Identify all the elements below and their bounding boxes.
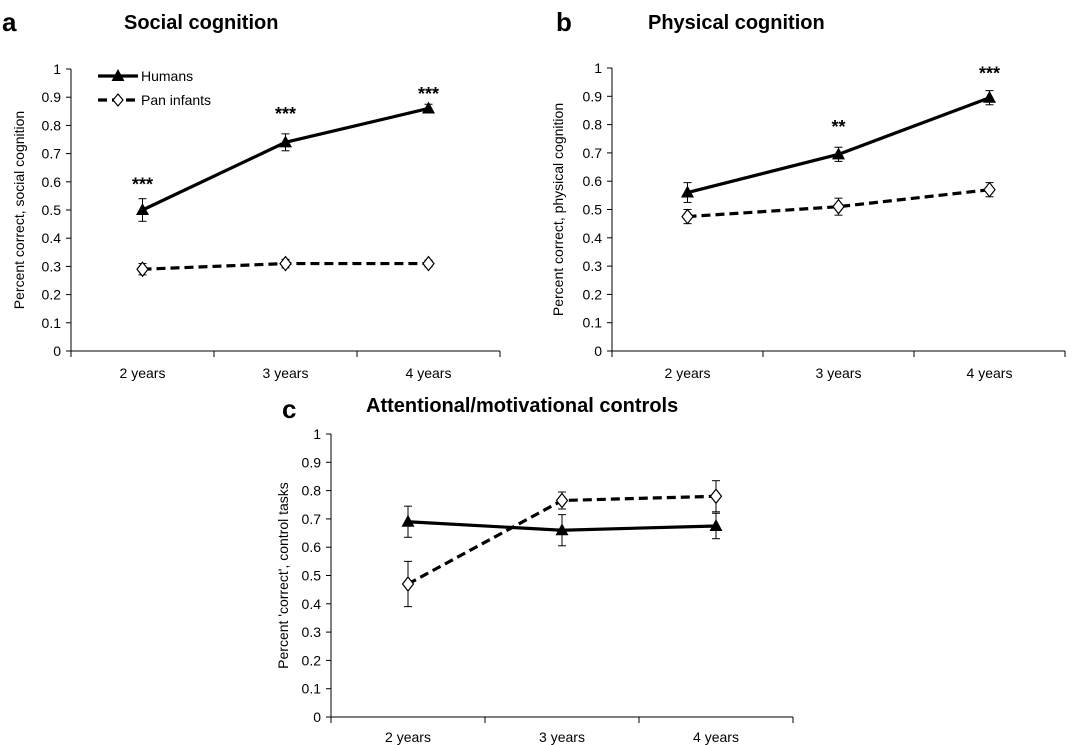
y-tick-label: 0.1 [583,315,603,331]
x-tick-label: 4 years [406,365,452,381]
y-tick-label: 0.8 [583,117,603,133]
significance-label: *** [979,63,1000,83]
data-point [401,514,415,527]
y-tick-label: 0.3 [583,258,603,274]
panel-title: Social cognition [124,12,278,34]
data-point [422,255,435,272]
significance-label: *** [132,174,153,194]
data-point [279,135,292,148]
x-tick-label: 4 years [693,729,739,745]
data-point [555,492,569,509]
panel-title: Attentional/motivational controls [366,395,678,417]
y-axis-label: Percent 'correct', control tasks [275,482,291,669]
series-humans [681,90,996,203]
y-tick-label: 0.5 [42,202,62,218]
panel-letter: c [282,394,296,424]
panel-b: b Physical cognition 0 0.1 0.2 0.3 0.4 0.5 0.6 0.… [550,7,1066,381]
y-tick-label: 0.9 [583,88,603,104]
data-point [136,203,149,215]
y-tick-label: 0.4 [302,596,322,612]
data-point [681,208,694,225]
x-tick-label: 3 years [263,365,309,381]
significance-label: ** [831,117,845,137]
x-tick-label: 2 years [120,365,166,381]
data-point [555,523,569,536]
data-point [983,90,996,103]
x-tick-label: 4 years [967,365,1013,381]
data-point [401,576,415,592]
significance-label: *** [275,104,296,124]
panel-a: a Social cognition 0 0.1 0.2 0.3 0.4 0.5 0.6 0.7 0… [2,7,501,381]
significance-label: *** [418,84,439,104]
y-tick-label: 0.9 [42,89,62,105]
y-tick-label: 0.6 [42,174,62,190]
series-pan-infants [681,181,996,225]
x-tick-label: 2 years [385,729,431,745]
data-point [422,101,435,114]
y-tick-label: 0.7 [42,146,62,162]
y-tick-label: 0.4 [42,230,62,246]
panel-c: c Attentional/motivational controls 0 0.1 0.… [275,394,794,745]
data-point [832,147,845,160]
y-tick-label: 0 [53,343,61,359]
y-tick-label: 0.3 [302,624,322,640]
data-point [832,198,845,215]
y-tick-label: 0.7 [302,511,322,527]
legend-label: Pan infants [141,92,211,108]
y-tick-label: 0.5 [302,568,322,584]
y-axis-label: Percent correct, social cognition [11,111,27,309]
series-humans [136,101,435,222]
y-tick-label: 0.1 [302,681,322,697]
series-line [687,188,990,219]
y-tick-label: 0.9 [302,454,322,470]
data-point [279,255,292,272]
legend-marker [112,93,124,107]
y-tick-label: 0.2 [583,286,603,302]
y-tick-label: 1 [313,426,321,442]
legend: Humans Pan infants [98,68,211,108]
y-tick-label: 1 [594,60,602,76]
y-tick-label: 0 [313,709,321,725]
legend-label: Humans [141,68,193,84]
data-point [136,261,149,278]
panel-title: Physical cognition [648,12,825,34]
series-pan-infants [136,255,435,278]
y-tick-label: 0.1 [42,315,62,331]
y-tick-label: 0.3 [42,258,62,274]
y-tick-label: 0.2 [42,287,62,303]
y-tick-label: 0.2 [302,652,322,668]
data-point [681,185,694,198]
panel-letter: a [2,7,17,37]
y-tick-label: 0.8 [42,117,62,133]
panel-letter: b [556,7,572,37]
y-tick-label: 1 [53,61,61,77]
y-axis-label: Percent correct, physical cognition [550,103,566,316]
data-point [983,181,996,198]
y-tick-label: 0.6 [302,539,322,555]
y-tick-label: 0.8 [302,483,322,499]
data-point [709,518,723,531]
data-point [709,488,723,505]
y-tick-label: 0.5 [583,202,603,218]
x-tick-label: 3 years [816,365,862,381]
series-humans [401,505,723,547]
y-tick-label: 0 [594,343,602,359]
series-line [687,96,991,195]
series-pan-infants [401,480,723,608]
y-tick-label: 0.7 [583,145,603,161]
x-tick-label: 2 years [665,365,711,381]
y-tick-label: 0.6 [583,173,603,189]
y-tick-label: 0.4 [583,230,603,246]
x-tick-label: 3 years [539,729,585,745]
legend-marker [111,69,125,81]
